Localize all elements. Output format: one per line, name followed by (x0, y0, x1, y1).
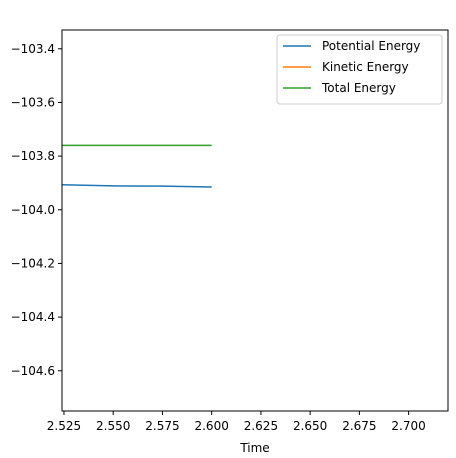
x-tick-label: 2.650 (293, 419, 327, 433)
y-tick-label: −104.2 (11, 256, 55, 270)
y-tick-label: −103.6 (11, 95, 55, 109)
legend-label: Total Energy (321, 81, 396, 95)
y-tick-label: −103.4 (11, 42, 55, 56)
axes (61, 29, 449, 412)
x-tick-label: 2.525 (47, 419, 81, 433)
x-tick-label: 2.575 (145, 419, 179, 433)
y-axis-ticks: −103.4 −103.6 −103.8 −104.0 −104.2 −104.4 −104… (11, 42, 62, 378)
x-tick-label: 2.550 (96, 419, 130, 433)
plot-area (61, 144, 212, 188)
x-tick-label: 2.600 (194, 419, 228, 433)
legend-label: Potential Energy (322, 39, 420, 53)
x-tick-label: 2.700 (391, 419, 425, 433)
x-axis-label: Time (239, 441, 269, 455)
y-tick-label: −104.6 (11, 364, 55, 378)
x-tick-label: 2.675 (342, 419, 376, 433)
legend-label: Kinetic Energy (322, 60, 409, 74)
legend-box (276, 34, 443, 105)
x-tick-label: 2.625 (244, 419, 278, 433)
plot-frame (61, 29, 449, 412)
y-tick-label: −104.4 (11, 310, 55, 324)
y-tick-label: −104.0 (11, 203, 55, 217)
y-tick-label: −103.8 (11, 149, 55, 163)
legend: Potential Energy Kinetic Energy Total Ener… (276, 34, 443, 105)
series-line-0 (61, 184, 212, 188)
x-axis-ticks: 2.525 2.550 2.575 2.600 2.625 2.650 2.675 2.700 (47, 411, 426, 433)
